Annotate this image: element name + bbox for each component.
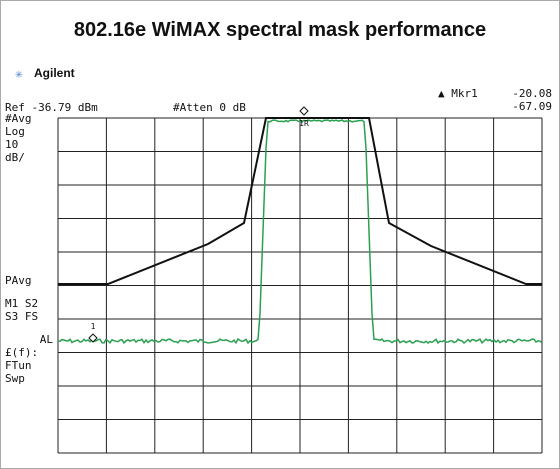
side-label: #Avg — [5, 112, 32, 125]
side-label: FTun — [5, 359, 32, 372]
side-label: 10 — [5, 138, 18, 151]
title: 802.16e WiMAX spectral mask performance — [74, 19, 486, 41]
attenuation: #Atten 0 dB — [173, 101, 246, 114]
side-label: Swp — [5, 372, 25, 385]
side-label: £(f): — [5, 346, 38, 359]
side-label: Log — [5, 125, 25, 138]
spectral-mask — [58, 117, 542, 285]
marker-label: ▲ Mkr1 — [438, 87, 478, 100]
side-label: PAvg — [5, 274, 32, 287]
marker-second: -67.09 — [512, 100, 552, 113]
marker-diamond — [88, 333, 98, 343]
marker-label-1: 1 — [91, 322, 96, 331]
marker-level: -20.08 — [512, 87, 552, 100]
side-label: S3 FS — [5, 310, 38, 323]
spectrum-trace — [57, 119, 543, 345]
grid — [57, 117, 543, 454]
side-label: dB/ — [5, 151, 25, 164]
marker-diamond — [299, 106, 309, 116]
marker-ref-label: 1R — [299, 119, 309, 128]
ref-level: Ref -36.79 dBm — [5, 101, 98, 114]
side-label: M1 S2 — [5, 297, 38, 310]
side-label: AL — [40, 333, 54, 346]
logo-icon: ✳ — [15, 67, 23, 82]
brand: Agilent — [34, 66, 75, 80]
